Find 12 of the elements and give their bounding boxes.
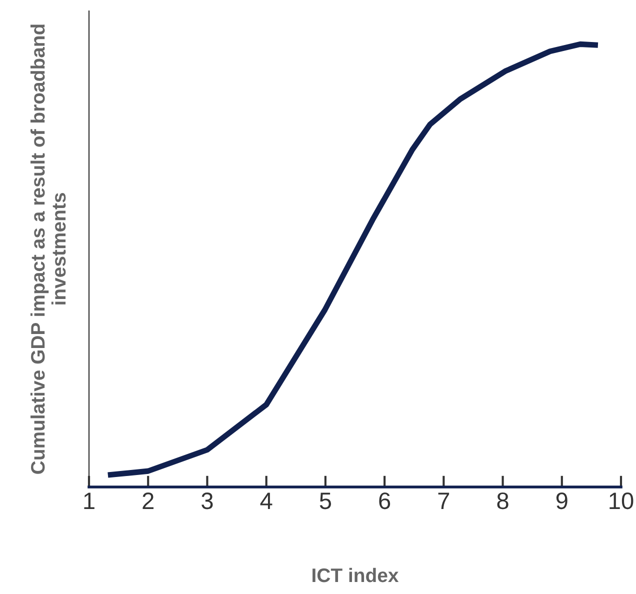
x-tick-label: 3 (202, 492, 213, 510)
x-tick-label: 4 (260, 492, 272, 509)
x-tick-label: 1 (84, 492, 94, 509)
x-tick-label: 6 (379, 492, 390, 510)
y-axis-title: Cumulative GDP impact as a result of broadband investments (30, 24, 66, 474)
x-tick-label: 8 (497, 492, 508, 510)
x-tick-label: 2 (142, 492, 154, 509)
x-tick-label: 7 (438, 492, 450, 509)
x-tick-label: 9 (556, 492, 568, 510)
x-tick-label: 10 (610, 492, 634, 510)
x-tick-label: 5 (320, 492, 332, 510)
x-axis-title: ICT index (312, 568, 399, 582)
